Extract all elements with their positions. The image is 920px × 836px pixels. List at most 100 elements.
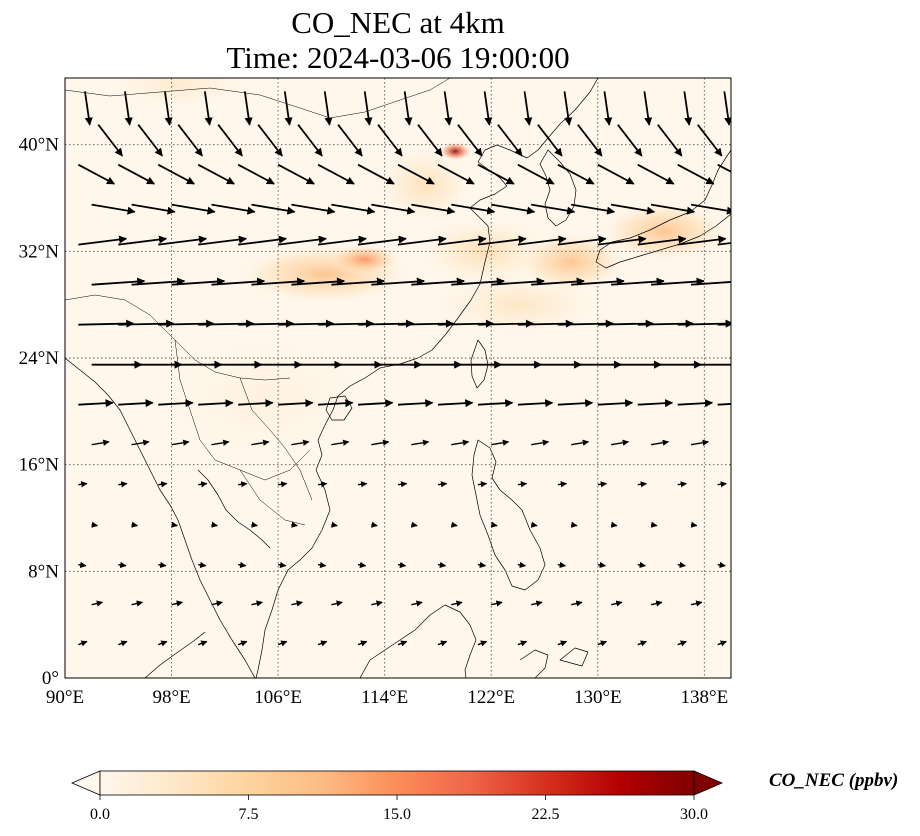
wind-arrow: [491, 277, 545, 286]
wind-arrow: [477, 235, 527, 246]
wind-arrow: [197, 163, 235, 185]
wind-arrow: [597, 561, 606, 569]
lat-tick-label: 24°N: [19, 348, 60, 369]
wind-arrow: [198, 399, 234, 408]
wind-arrow: [78, 561, 87, 569]
wind-arrow: [91, 521, 99, 528]
wind-arrow: [637, 235, 687, 246]
co-hotspot: [168, 342, 361, 454]
wind-arrow: [238, 399, 274, 408]
wind-arrow: [238, 235, 287, 246]
wind-arrow: [477, 481, 488, 488]
wind-arrow: [278, 561, 287, 569]
wind-arrow: [171, 600, 183, 607]
wind-arrow: [331, 439, 350, 446]
wind-arrow: [717, 561, 726, 569]
wind-arrow: [397, 481, 408, 488]
map-title: CO_NEC at 4km: [291, 5, 505, 40]
wind-arrow: [131, 203, 176, 215]
wind-arrow: [357, 561, 367, 569]
wind-arrow: [251, 439, 270, 446]
wind-arrow: [91, 277, 146, 286]
colorbar-tick-label: 7.5: [238, 806, 259, 823]
wind-arrow: [323, 91, 333, 126]
wind-arrow: [677, 399, 714, 408]
coastline-hainan: [325, 395, 353, 421]
wind-arrow: [411, 439, 430, 446]
lat-tick-label: 40°N: [19, 135, 60, 156]
coastline-korea: [539, 149, 577, 227]
wind-arrow: [637, 561, 646, 569]
wind-arrow: [411, 600, 423, 607]
wind-arrow: [278, 481, 288, 488]
wind-arrow: [78, 235, 128, 246]
wind-arrow: [557, 481, 568, 488]
wind-arrow: [491, 439, 510, 446]
map-subtitle-time: Time: 2024-03-06 19:00:00: [226, 40, 570, 75]
wind-arrow: [531, 277, 585, 286]
wind-arrow: [251, 600, 263, 607]
wind-arrow: [278, 399, 314, 408]
coastline-sumatra: [144, 631, 206, 678]
wind-arrow: [331, 203, 376, 215]
wind-arrow: [597, 481, 608, 488]
wind-arrow: [717, 242, 731, 246]
wind-arrow: [717, 640, 727, 647]
colorbar-tick-marks: [99, 795, 695, 800]
wind-arrow: [157, 163, 195, 185]
wind-arrow: [203, 91, 213, 126]
wind-arrow: [690, 600, 703, 607]
wind-arrow: [78, 640, 88, 647]
wind-arrow: [451, 203, 496, 215]
wind-arrow: [198, 561, 207, 569]
wind-arrow: [650, 203, 696, 215]
lon-tick-label: 90°E: [46, 687, 84, 708]
wind-arrow: [331, 600, 343, 607]
wind-arrow: [451, 277, 505, 286]
co-hotspot: [600, 201, 729, 262]
wind-arrow: [171, 521, 178, 528]
wind-arrow: [377, 124, 403, 157]
wind-arrow: [118, 481, 128, 488]
wind-arrow: [571, 203, 616, 215]
wind-arrow: [617, 124, 643, 157]
co-concentration-field: [114, 78, 729, 454]
wind-arrow: [491, 203, 536, 215]
wind-arrow: [251, 203, 296, 215]
wind-arrow: [677, 561, 686, 569]
wind-arrow: [237, 163, 275, 185]
lat-tick-label: 0°: [42, 668, 59, 689]
wind-arrow: [637, 163, 675, 185]
wind-arrow: [530, 521, 538, 528]
wind-arrow: [198, 481, 208, 488]
wind-arrow: [610, 521, 618, 528]
wind-arrow: [357, 235, 407, 246]
wind-arrow: [137, 124, 163, 157]
wind-arrow: [557, 640, 568, 647]
wind-arrow: [317, 235, 367, 246]
wind-arrow: [411, 203, 456, 215]
lat-tick-label: 32°N: [19, 241, 60, 262]
wind-arrow: [331, 521, 338, 528]
lon-tick-label: 106°E: [254, 687, 302, 708]
wind-arrow: [291, 277, 346, 286]
wind-arrow: [537, 124, 563, 157]
wind-arrow: [251, 521, 258, 528]
wind-arrow: [91, 203, 136, 215]
border-china-southwest: [65, 294, 291, 381]
wind-arrow: [283, 91, 293, 126]
wind-arrow: [557, 399, 594, 408]
wind-arrow: [257, 124, 283, 157]
wind-arrow: [211, 521, 218, 528]
wind-arrow: [78, 481, 88, 488]
wind-arrow: [97, 124, 124, 157]
wind-arrow: [291, 439, 310, 446]
wind-arrow: [357, 399, 394, 408]
wind-arrow: [317, 561, 327, 569]
wind-arrow: [158, 235, 208, 246]
wind-arrow: [677, 640, 687, 647]
wind-arrow: [451, 439, 470, 446]
wind-arrow: [610, 600, 623, 607]
wind-arrow: [690, 203, 731, 215]
wind-arrow: [443, 91, 453, 126]
